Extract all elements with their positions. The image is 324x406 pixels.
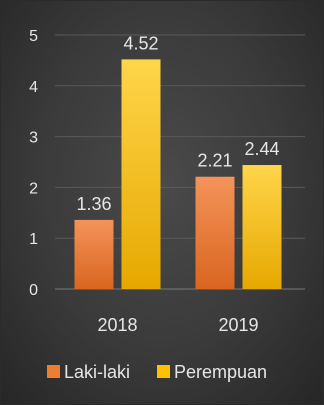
y-tick-label: 3 (29, 130, 38, 147)
bars (74, 59, 282, 289)
y-tick-label: 1 (29, 231, 38, 248)
x-category-label: 2018 (97, 315, 137, 335)
legend-label: Perempuan (174, 362, 267, 382)
bar (74, 219, 114, 289)
y-axis-ticks: 0 1 2 3 4 5 (29, 28, 38, 299)
data-label: 2.21 (197, 151, 232, 171)
data-labels: 1.36 4.52 2.21 2.44 (76, 33, 279, 214)
x-axis-categories: 2018 2019 (97, 315, 258, 335)
legend-label: Laki-laki (64, 362, 130, 382)
legend-swatch (157, 365, 170, 378)
data-label: 1.36 (76, 194, 111, 214)
legend: Laki-laki Perempuan (47, 362, 267, 382)
bar (121, 59, 161, 289)
x-category-label: 2019 (218, 315, 258, 335)
data-label: 4.52 (123, 33, 158, 53)
legend-swatch (47, 365, 60, 378)
bar (242, 165, 282, 289)
y-tick-label: 5 (29, 28, 38, 45)
y-tick-label: 2 (29, 180, 38, 197)
y-tick-label: 4 (29, 79, 38, 96)
bar (195, 176, 235, 289)
y-tick-label: 0 (29, 282, 38, 299)
data-label: 2.44 (244, 139, 279, 159)
